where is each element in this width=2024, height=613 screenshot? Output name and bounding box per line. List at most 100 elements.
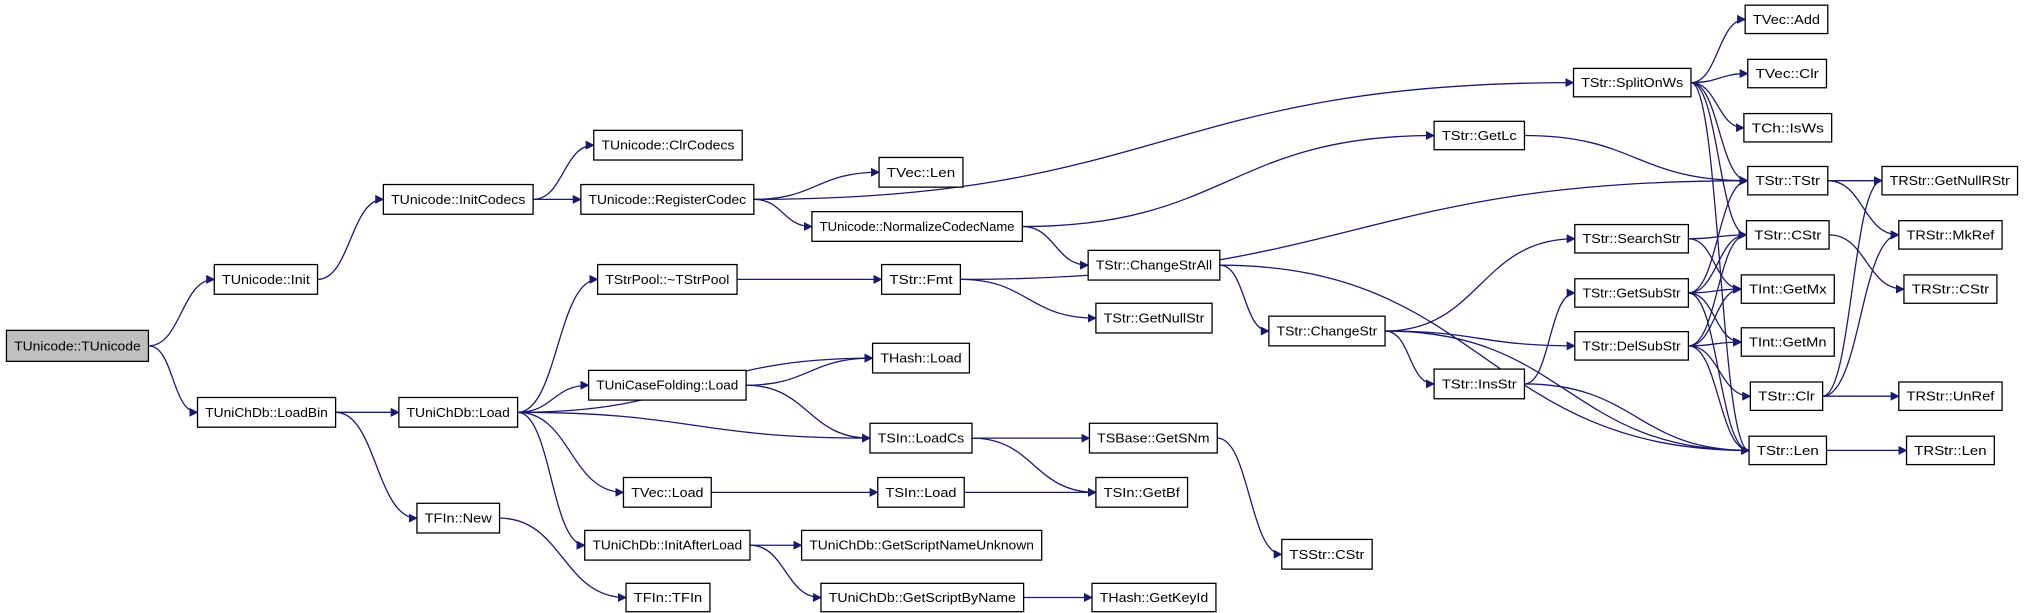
node-tstr-fmt[interactable]: TStr::Fmt [880, 263, 962, 295]
node-box [1095, 302, 1213, 334]
node-tunicode-ctor[interactable]: TUnicode::TUnicode [5, 329, 150, 362]
node-box [1572, 67, 1692, 98]
node-label: TUniChDb::GetScriptByName [829, 590, 1016, 605]
node-tch-isws[interactable]: TCh::IsWs [1743, 112, 1833, 143]
node-box [1088, 422, 1218, 454]
node-box [1749, 381, 1824, 412]
node-label: TStr::SearchStr [1583, 231, 1682, 246]
node-get-script-name-unknown[interactable]: TUniChDb::GetScriptNameUnknown [800, 529, 1043, 561]
node-box [382, 183, 534, 215]
edge-tstr_changestr-to-tstr_insstr [1384, 330, 1436, 389]
node-label: TRStr::GetNullRStr [1890, 173, 2011, 188]
node-box [416, 502, 501, 534]
node-label: TUnicode::RegisterCodec [589, 192, 747, 207]
node-box [1268, 315, 1386, 347]
edges-layer [148, 14, 1908, 603]
edge-tstr_fmt-to-tstr_getnullstr [960, 278, 1097, 323]
node-label: TUniChDb::Load [407, 405, 510, 420]
edge-tstr_changestr-to-tstr_len [1385, 330, 1750, 455]
node-get-script-by-name[interactable]: TUniChDb::GetScriptByName [820, 582, 1025, 613]
node-tstr-getnullstr[interactable]: TStr::GetNullStr [1095, 302, 1213, 334]
node-label: TInt::GetMn [1749, 334, 1826, 349]
edge-tstr_clr-to-trstr_getnullrstr [1822, 176, 1883, 397]
node-label: TRStr::UnRef [1907, 389, 1995, 404]
node-tsstr-cstr[interactable]: TSStr::CStr [1281, 538, 1373, 570]
node-tunichdb-load[interactable]: TUniChDb::Load [398, 396, 519, 428]
edge-tstr_splitonws-to-tvec_add [1690, 14, 1747, 84]
node-label: TFIn::New [425, 511, 493, 526]
edge-init_after_load-to-get_script_by_name [749, 544, 822, 603]
node-clr-codecs[interactable]: TUnicode::ClrCodecs [593, 129, 743, 161]
node-box [1087, 249, 1221, 281]
node-thash-load[interactable]: THash::Load [871, 342, 971, 374]
node-trstr-cstr[interactable]: TRStr::CStr [1903, 274, 1998, 304]
node-tstr-clr[interactable]: TStr::Clr [1749, 381, 1824, 412]
edge-tstr_splitonws-to-tstr_cstr [1690, 81, 1748, 240]
edge-register_codec-to-normalize_codec_name [753, 198, 813, 231]
node-trstr-unref[interactable]: TRStr::UnRef [1898, 381, 2003, 412]
node-thash-getkeyid[interactable]: THash::GetKeyId [1091, 582, 1217, 613]
node-tint-getmx[interactable]: TInt::GetMx [1740, 274, 1835, 304]
node-tsin-load[interactable]: TSIn::Load [877, 476, 965, 508]
edge-tstr_changestrall-to-tstr_len [1219, 264, 1750, 455]
nodes-layer: TUnicode::TUnicode TUnicode::Init TUnicode… [5, 4, 2019, 613]
node-tsin-loadcs[interactable]: TSIn::LoadCs [869, 422, 973, 454]
node-label: TUniChDb::GetScriptNameUnknown [809, 538, 1034, 553]
edge-init_codecs-to-clr_codecs [533, 140, 595, 201]
node-register-codec[interactable]: TUnicode::RegisterCodec [580, 183, 755, 215]
node-tstr-changestrall[interactable]: TStr::ChangeStrAll [1087, 249, 1221, 281]
node-tstrpool-dtor[interactable]: TStrPool::~TStrPool [597, 263, 738, 295]
node-tunicode-init[interactable]: TUnicode::Init [213, 263, 319, 295]
node-box [1745, 220, 1830, 250]
node-normalize-codec-name[interactable]: TUnicode::NormalizeCodecName [811, 211, 1023, 242]
node-label: THash::Load [880, 351, 961, 366]
node-trstr-mkref[interactable]: TRStr::MkRef [1898, 220, 2003, 250]
node-tunichdb-loadbin[interactable]: TUniChDb::LoadBin [196, 396, 337, 428]
node-tint-getmn[interactable]: TInt::GetMn [1740, 327, 1835, 357]
node-tstr-insstr[interactable]: TStr::InsStr [1433, 368, 1526, 400]
node-box [625, 582, 711, 613]
node-init-codecs[interactable]: TUnicode::InitCodecs [382, 183, 534, 215]
node-label: TStr::DelSubStr [1583, 338, 1682, 353]
node-tsin-getbf[interactable]: TSIn::GetBf [1095, 476, 1189, 508]
node-box [1898, 220, 2003, 250]
node-tstr-getlc[interactable]: TStr::GetLc [1433, 120, 1526, 151]
edge-tstr_changestr-to-tstr_searchstr [1385, 234, 1576, 332]
node-trstr-len[interactable]: TRStr::Len [1905, 435, 1995, 466]
node-box [1898, 381, 2003, 412]
node-box [869, 422, 973, 454]
node-tsbase-getsnm[interactable]: TSBase::GetSNm [1088, 422, 1218, 454]
node-tvec-load[interactable]: TVec::Load [622, 476, 712, 508]
node-tstr-delsubstr[interactable]: TStr::DelSubStr [1574, 331, 1690, 361]
node-box [1095, 476, 1189, 508]
edge-tunichdb_load-to-tstrpool_dtor [517, 274, 599, 413]
node-tstr-splitonws[interactable]: TStr::SplitOnWs [1572, 67, 1692, 98]
node-tvec-add[interactable]: TVec::Add [1744, 4, 1829, 35]
node-box [398, 396, 519, 428]
edge-tstr_changestr-to-tstr_delsubstr [1385, 330, 1576, 351]
node-tfin-ctor[interactable]: TFIn::TFIn [625, 582, 711, 613]
node-box [1744, 4, 1829, 35]
node-init-after-load[interactable]: TUniChDb::InitAfterLoad [584, 529, 751, 561]
node-tstr-searchstr[interactable]: TStr::SearchStr [1574, 223, 1690, 254]
node-box [597, 263, 738, 295]
node-tstr-tstr[interactable]: TStr::TStr [1747, 165, 1829, 196]
node-label: TStr::CStr [1754, 227, 1822, 242]
node-tfin-new[interactable]: TFIn::New [416, 502, 501, 534]
node-label: TStr::Fmt [889, 272, 953, 287]
edge-tsbase_getsnm-to-tsstr_cstr [1217, 437, 1283, 559]
node-tvec-len[interactable]: TVec::Len [878, 156, 964, 188]
node-tstr-cstr[interactable]: TStr::CStr [1745, 220, 1830, 250]
node-tvec-clr[interactable]: TVec::Clr [1747, 58, 1828, 89]
node-tstr-changestr[interactable]: TStr::ChangeStr [1268, 315, 1386, 347]
node-box [5, 329, 150, 362]
node-box [820, 582, 1025, 613]
node-label: TVec::Add [1753, 12, 1820, 27]
node-tstr-len[interactable]: TStr::Len [1748, 435, 1828, 466]
node-tunicasefolding-load[interactable]: TUniCaseFolding::Load [587, 369, 747, 401]
node-label: TStr::InsStr [1442, 376, 1518, 391]
node-label: TSStr::CStr [1290, 547, 1366, 562]
node-label: TStr::GetNullStr [1104, 311, 1205, 326]
node-tstr-getsubstr[interactable]: TStr::GetSubStr [1574, 278, 1690, 308]
node-trstr-getnullrstr[interactable]: TRStr::GetNullRStr [1881, 165, 2019, 196]
